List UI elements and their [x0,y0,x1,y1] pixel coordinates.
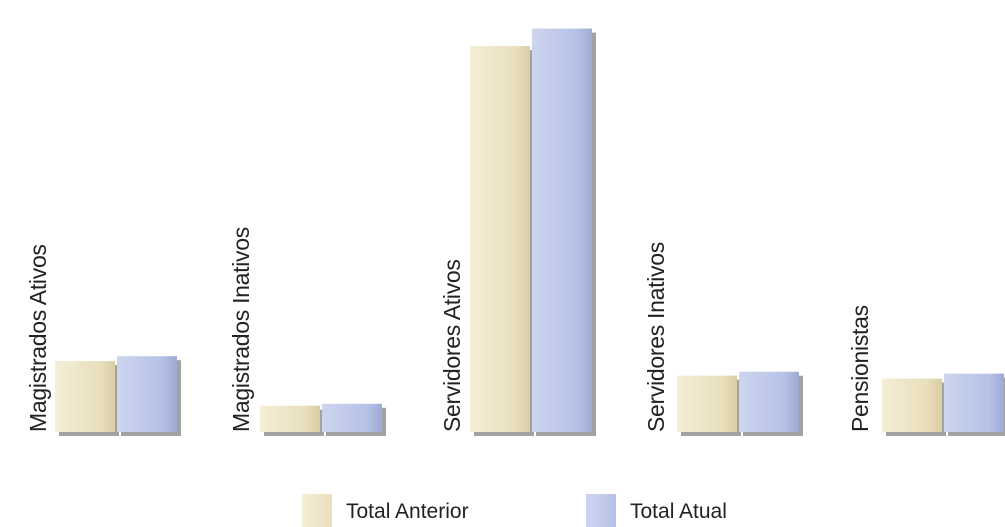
category-label-pensionistas: Pensionistas [847,305,873,432]
chart-legend: Total Anterior Total Atual [0,494,1005,527]
legend-item-total-atual: Total Atual [586,494,727,527]
legend-swatch-total-atual [586,494,616,527]
bar-magistrados-inativos-total-atual [322,403,382,432]
legend-label-total-anterior: Total Anterior [346,500,469,523]
bar-magistrados-ativos-total-atual [117,356,177,432]
category-label-magistrados-ativos: Magistrados Ativos [25,244,51,432]
bar-servidores-inativos-total-atual [739,371,799,432]
category-label-magistrados-inativos: Magistrados Inativos [228,227,254,432]
category-label-servidores-inativos: Servidores Inativos [643,242,669,432]
legend-label-total-atual: Total Atual [630,500,727,523]
bar-pensionistas-total-anterior [882,378,942,432]
bar-magistrados-inativos-total-anterior [260,405,320,432]
bar-servidores-ativos-total-anterior [470,46,530,432]
category-label-servidores-ativos: Servidores Ativos [439,259,465,432]
legend-swatch-total-anterior [302,494,332,527]
bar-servidores-inativos-total-anterior [677,375,737,432]
bar-magistrados-ativos-total-anterior [55,361,115,432]
bar-servidores-ativos-total-atual [532,28,592,433]
bar-pensionistas-total-atual [944,373,1004,432]
legend-item-total-anterior: Total Anterior [302,494,469,527]
